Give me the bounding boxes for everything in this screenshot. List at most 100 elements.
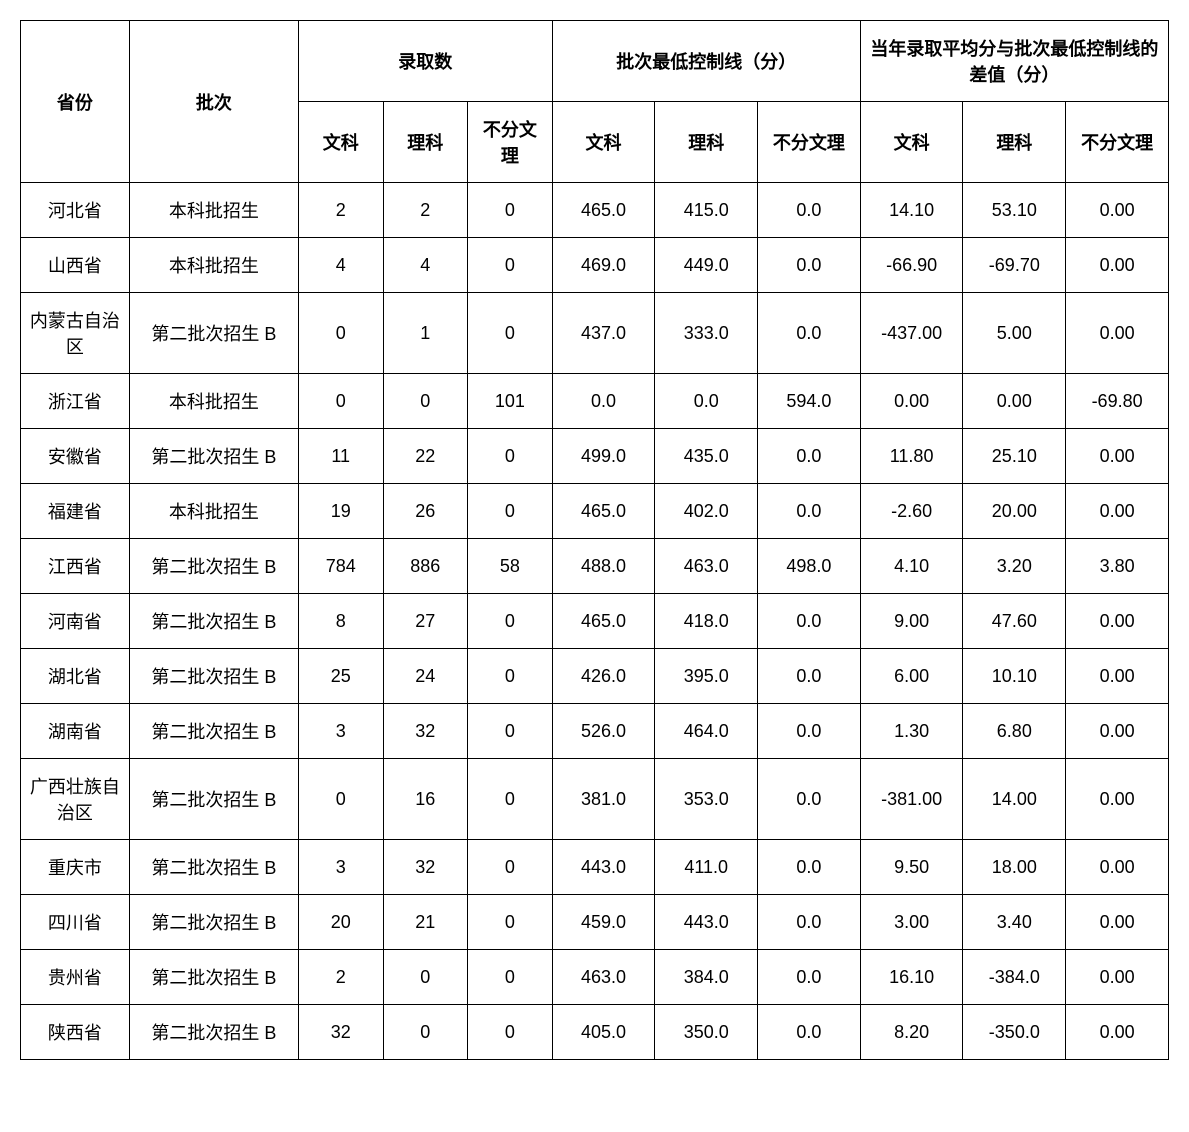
cell-admit-un: 0 bbox=[468, 484, 553, 539]
cell-admit-sc: 16 bbox=[383, 759, 468, 840]
cell-province: 安徽省 bbox=[21, 429, 130, 484]
cell-admit-un: 0 bbox=[468, 429, 553, 484]
cell-diff-la: 11.80 bbox=[860, 429, 963, 484]
cell-batch: 第二批次招生 B bbox=[129, 539, 298, 594]
cell-line-un: 0.0 bbox=[758, 840, 861, 895]
cell-admit-sc: 2 bbox=[383, 183, 468, 238]
cell-batch: 第二批次招生 B bbox=[129, 895, 298, 950]
table-row: 重庆市第二批次招生 B3320443.0411.00.09.5018.000.0… bbox=[21, 840, 1169, 895]
cell-diff-sc: -69.70 bbox=[963, 238, 1066, 293]
cell-diff-un: 0.00 bbox=[1066, 1005, 1169, 1060]
table-row: 江西省第二批次招生 B78488658488.0463.0498.04.103.… bbox=[21, 539, 1169, 594]
cell-line-sc: 353.0 bbox=[655, 759, 758, 840]
cell-admit-la: 11 bbox=[298, 429, 383, 484]
cell-admit-sc: 26 bbox=[383, 484, 468, 539]
table-row: 广西壮族自治区第二批次招生 B0160381.0353.00.0-381.001… bbox=[21, 759, 1169, 840]
cell-diff-la: -437.00 bbox=[860, 293, 963, 374]
cell-line-la: 526.0 bbox=[552, 704, 655, 759]
cell-diff-un: 0.00 bbox=[1066, 594, 1169, 649]
table-row: 河南省第二批次招生 B8270465.0418.00.09.0047.600.0… bbox=[21, 594, 1169, 649]
cell-admit-la: 0 bbox=[298, 293, 383, 374]
table-row: 河北省本科批招生220465.0415.00.014.1053.100.00 bbox=[21, 183, 1169, 238]
table-row: 内蒙古自治区第二批次招生 B010437.0333.00.0-437.005.0… bbox=[21, 293, 1169, 374]
header-diff-un: 不分文理 bbox=[1066, 102, 1169, 183]
cell-line-un: 0.0 bbox=[758, 484, 861, 539]
cell-province: 贵州省 bbox=[21, 950, 130, 1005]
cell-admit-sc: 0 bbox=[383, 950, 468, 1005]
cell-admit-la: 3 bbox=[298, 704, 383, 759]
cell-diff-la: 8.20 bbox=[860, 1005, 963, 1060]
cell-line-la: 426.0 bbox=[552, 649, 655, 704]
cell-batch: 本科批招生 bbox=[129, 484, 298, 539]
cell-diff-un: 0.00 bbox=[1066, 840, 1169, 895]
cell-diff-la: -66.90 bbox=[860, 238, 963, 293]
cell-diff-la: 1.30 bbox=[860, 704, 963, 759]
header-diff-la: 文科 bbox=[860, 102, 963, 183]
table-row: 福建省本科批招生19260465.0402.00.0-2.6020.000.00 bbox=[21, 484, 1169, 539]
cell-line-un: 0.0 bbox=[758, 238, 861, 293]
cell-admit-un: 0 bbox=[468, 895, 553, 950]
cell-diff-la: 9.00 bbox=[860, 594, 963, 649]
cell-batch: 本科批招生 bbox=[129, 183, 298, 238]
cell-line-la: 465.0 bbox=[552, 484, 655, 539]
cell-admit-la: 0 bbox=[298, 374, 383, 429]
cell-line-la: 465.0 bbox=[552, 594, 655, 649]
cell-line-sc: 411.0 bbox=[655, 840, 758, 895]
table-row: 湖北省第二批次招生 B25240426.0395.00.06.0010.100.… bbox=[21, 649, 1169, 704]
cell-diff-un: 0.00 bbox=[1066, 759, 1169, 840]
cell-batch: 第二批次招生 B bbox=[129, 594, 298, 649]
cell-admit-un: 101 bbox=[468, 374, 553, 429]
header-avg-diff: 当年录取平均分与批次最低控制线的差值（分） bbox=[860, 21, 1168, 102]
cell-batch: 第二批次招生 B bbox=[129, 293, 298, 374]
table-row: 陕西省第二批次招生 B3200405.0350.00.08.20-350.00.… bbox=[21, 1005, 1169, 1060]
cell-line-sc: 435.0 bbox=[655, 429, 758, 484]
cell-line-un: 0.0 bbox=[758, 649, 861, 704]
header-min-control-line: 批次最低控制线（分） bbox=[552, 21, 860, 102]
cell-line-un: 0.0 bbox=[758, 950, 861, 1005]
cell-diff-sc: 47.60 bbox=[963, 594, 1066, 649]
cell-diff-sc: 53.10 bbox=[963, 183, 1066, 238]
cell-line-la: 381.0 bbox=[552, 759, 655, 840]
cell-diff-sc: 6.80 bbox=[963, 704, 1066, 759]
cell-admit-un: 0 bbox=[468, 183, 553, 238]
cell-admit-sc: 1 bbox=[383, 293, 468, 374]
cell-line-la: 465.0 bbox=[552, 183, 655, 238]
cell-province: 重庆市 bbox=[21, 840, 130, 895]
table-row: 浙江省本科批招生001010.00.0594.00.000.00-69.80 bbox=[21, 374, 1169, 429]
cell-admit-sc: 0 bbox=[383, 374, 468, 429]
cell-province: 广西壮族自治区 bbox=[21, 759, 130, 840]
cell-admit-sc: 22 bbox=[383, 429, 468, 484]
cell-diff-un: 0.00 bbox=[1066, 238, 1169, 293]
table-row: 安徽省第二批次招生 B11220499.0435.00.011.8025.100… bbox=[21, 429, 1169, 484]
cell-admit-un: 0 bbox=[468, 238, 553, 293]
cell-province: 江西省 bbox=[21, 539, 130, 594]
cell-diff-un: 0.00 bbox=[1066, 484, 1169, 539]
table-row: 四川省第二批次招生 B20210459.0443.00.03.003.400.0… bbox=[21, 895, 1169, 950]
cell-admit-sc: 32 bbox=[383, 704, 468, 759]
cell-line-la: 0.0 bbox=[552, 374, 655, 429]
header-line-un: 不分文理 bbox=[758, 102, 861, 183]
cell-diff-sc: 3.20 bbox=[963, 539, 1066, 594]
cell-admit-la: 25 bbox=[298, 649, 383, 704]
cell-diff-un: -69.80 bbox=[1066, 374, 1169, 429]
table-row: 山西省本科批招生440469.0449.00.0-66.90-69.700.00 bbox=[21, 238, 1169, 293]
cell-line-la: 459.0 bbox=[552, 895, 655, 950]
cell-diff-un: 0.00 bbox=[1066, 950, 1169, 1005]
cell-diff-la: -2.60 bbox=[860, 484, 963, 539]
cell-line-un: 0.0 bbox=[758, 895, 861, 950]
header-diff-sc: 理科 bbox=[963, 102, 1066, 183]
cell-line-sc: 0.0 bbox=[655, 374, 758, 429]
cell-admit-un: 0 bbox=[468, 950, 553, 1005]
cell-diff-sc: 0.00 bbox=[963, 374, 1066, 429]
cell-diff-la: -381.00 bbox=[860, 759, 963, 840]
cell-diff-la: 14.10 bbox=[860, 183, 963, 238]
cell-diff-un: 0.00 bbox=[1066, 649, 1169, 704]
cell-line-un: 498.0 bbox=[758, 539, 861, 594]
cell-admit-la: 4 bbox=[298, 238, 383, 293]
cell-batch: 第二批次招生 B bbox=[129, 759, 298, 840]
cell-line-sc: 443.0 bbox=[655, 895, 758, 950]
cell-line-la: 469.0 bbox=[552, 238, 655, 293]
cell-admit-la: 2 bbox=[298, 950, 383, 1005]
cell-admit-la: 3 bbox=[298, 840, 383, 895]
cell-diff-sc: 18.00 bbox=[963, 840, 1066, 895]
